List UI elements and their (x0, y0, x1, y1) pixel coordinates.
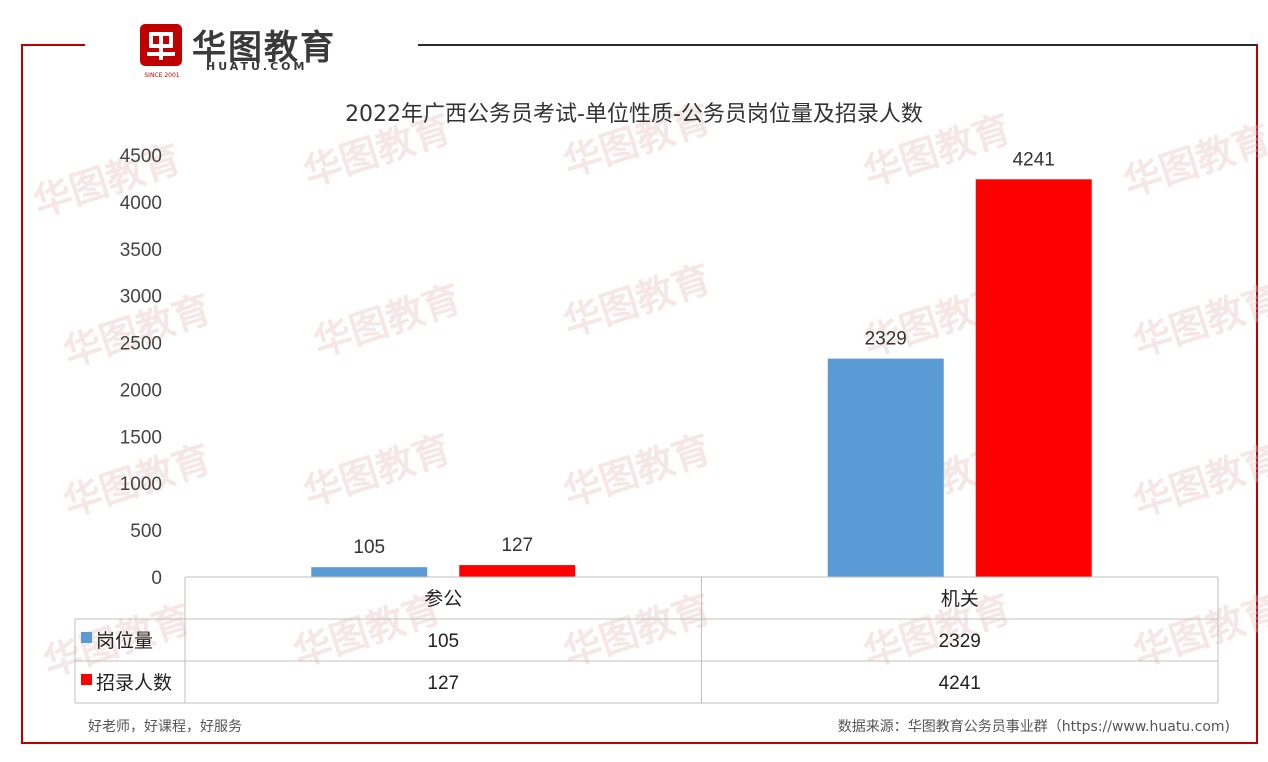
huatu-logo-icon (140, 24, 182, 66)
frame-top-right-line (418, 44, 1258, 46)
frame-bottom-line (21, 742, 1258, 744)
table-cell-0-1: 2329 (939, 631, 981, 652)
table-header-0: 参公 (424, 588, 462, 610)
huatu-logo: SINCE 2001 华图教育 HUATU.COM (140, 20, 380, 79)
legend-swatch-1 (81, 674, 92, 685)
logo-chinese-text: 华图教育 (192, 28, 336, 68)
y-tick-label-0: 0 (151, 568, 162, 589)
bar-recruits-1 (975, 179, 1092, 577)
y-tick-label-1: 500 (130, 521, 162, 542)
bar-positions-1 (827, 358, 944, 577)
bar-value-label-0-0: 105 (353, 537, 385, 558)
logo-english-text: HUATU.COM (206, 60, 308, 73)
y-tick-label-5: 2500 (120, 334, 162, 355)
legend-label-0: 岗位量 (96, 630, 153, 652)
bar-positions-0 (311, 567, 428, 577)
footer-slogan: 好老师，好课程，好服务 (88, 719, 242, 735)
y-tick-label-8: 4000 (120, 193, 162, 214)
frame-left-line (21, 44, 23, 744)
y-tick-label-9: 4500 (120, 146, 162, 167)
bar-value-label-1-0: 127 (501, 535, 533, 556)
bar-value-label-1-1: 4241 (1013, 149, 1055, 170)
y-tick-label-7: 3500 (120, 240, 162, 261)
table-cell-1-1: 4241 (939, 673, 981, 694)
table-cell-1-0: 127 (427, 673, 459, 694)
y-tick-label-6: 3000 (120, 287, 162, 308)
bar-recruits-0 (459, 565, 576, 577)
legend-label-1: 招录人数 (96, 672, 172, 694)
frame-right-line (1256, 44, 1258, 744)
chart-title: 2022年广西公务员考试-单位性质-公务员岗位量及招录人数 (345, 102, 923, 127)
footer-source: 数据来源：华图教育公务员事业群（https://www.huatu.com) (837, 719, 1230, 735)
y-tick-label-2: 1000 (120, 474, 162, 495)
legend-swatch-0 (81, 632, 92, 643)
frame-top-left-line (21, 44, 85, 46)
table-header-1: 机关 (941, 588, 979, 610)
y-tick-label-3: 1500 (120, 427, 162, 448)
table-cell-0-0: 105 (427, 631, 459, 652)
bar-value-label-0-1: 2329 (865, 329, 907, 350)
logo-since-text: SINCE 2001 (144, 72, 180, 79)
y-tick-label-4: 2000 (120, 380, 162, 401)
